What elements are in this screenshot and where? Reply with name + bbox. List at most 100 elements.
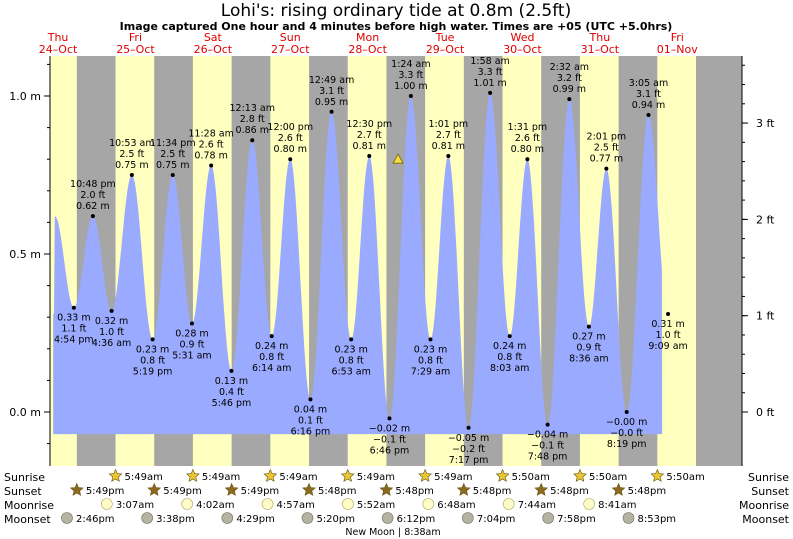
- extreme-time: 12:13 am: [230, 103, 275, 114]
- sunrise-icon: [573, 468, 587, 482]
- extreme-time: 7:29 am: [411, 366, 450, 377]
- moonset-icon: [221, 512, 234, 524]
- extreme-marker: [189, 321, 194, 326]
- tide-area: [53, 92, 663, 435]
- extreme-time: 2:32 am: [550, 62, 589, 73]
- day-date: 26–Oct: [194, 43, 233, 56]
- extreme-feet: 2.5 ft: [119, 149, 144, 160]
- day-date: 27–Oct: [271, 43, 310, 56]
- extreme-feet: 2.8 ft: [240, 114, 265, 125]
- day-date: 30–Oct: [503, 43, 542, 56]
- extreme-marker: [349, 337, 354, 342]
- extreme-time: 1:58 am: [470, 56, 509, 67]
- extreme-metres: 0.62 m: [76, 201, 109, 212]
- chart-subtitle: Image captured One hour and 4 minutes be…: [120, 20, 673, 33]
- extreme-marker: [229, 368, 234, 373]
- day-name: Tue: [435, 31, 455, 44]
- row-label-moonset-right: Moonset: [742, 513, 789, 526]
- extreme-feet: 3.3 ft: [398, 70, 423, 81]
- extreme-feet: 0.8 ft: [497, 352, 522, 363]
- moonrise-time: 8:41am: [598, 500, 636, 511]
- moonset-icon: [542, 512, 554, 524]
- sunset-time: 5:49pm: [86, 486, 125, 497]
- extreme-marker: [466, 425, 471, 430]
- extreme-time: 5:31 am: [172, 351, 211, 362]
- extreme-metres: 0.04 m: [294, 404, 327, 415]
- sunset-time: 5:49pm: [241, 486, 280, 497]
- day-name: Thu: [47, 31, 69, 44]
- moonrise-time: 6:48am: [437, 500, 475, 511]
- extreme-metres: 0.23 m: [334, 344, 367, 355]
- extreme-time: 8:03 am: [490, 363, 529, 374]
- extreme-feet: 2.5 ft: [160, 149, 185, 160]
- extreme-feet: 3.2 ft: [557, 73, 582, 84]
- extreme-metres: 0.24 m: [255, 341, 288, 352]
- extreme-marker: [646, 112, 651, 117]
- extreme-metres: 0.78 m: [194, 151, 227, 162]
- sunrise-icon: [340, 468, 355, 482]
- extreme-metres: 0.95 m: [315, 97, 348, 108]
- extreme-feet: 0.9 ft: [179, 340, 204, 351]
- moonrise-icon: [422, 498, 435, 510]
- extreme-marker: [408, 94, 413, 98]
- extreme-marker: [170, 173, 175, 177]
- sunrise-time: 5:49am: [202, 472, 240, 483]
- extreme-metres: −0.04 m: [527, 430, 568, 441]
- day-labels: Thu24–OctFri25–OctSat26–OctSun27–OctMon2…: [39, 31, 698, 56]
- extreme-metres: 0.33 m: [57, 313, 90, 324]
- extreme-metres: −0.00 m: [606, 417, 647, 428]
- moonset-icon: [622, 512, 635, 524]
- extreme-feet: −0.0 ft: [610, 428, 643, 439]
- sunrise-time: 5:50am: [512, 472, 550, 483]
- extreme-time: 10:53 am: [109, 138, 154, 149]
- extreme-feet: 2.6 ft: [199, 140, 224, 151]
- extreme-feet: 0.8 ft: [418, 355, 443, 366]
- moonset-icon: [462, 512, 474, 524]
- extreme-metres: 0.28 m: [175, 329, 208, 340]
- extreme-marker: [150, 337, 155, 342]
- row-label-moonset-left: Moonset: [4, 513, 51, 526]
- chart-title: Lohi's: rising ordinary tide at 0.8m (2.…: [221, 1, 571, 21]
- sunset-time: 5:48pm: [318, 486, 357, 497]
- extreme-time: 6:53 am: [331, 366, 370, 377]
- extreme-metres: −0.02 m: [369, 423, 410, 434]
- moonset-time: 5:20pm: [316, 514, 355, 525]
- sunrise-icon: [185, 468, 200, 482]
- extreme-metres: 0.80 m: [511, 144, 544, 155]
- extreme-time: 6:14 am: [252, 363, 291, 374]
- extreme-marker: [488, 90, 493, 95]
- extreme-feet: 0.8 ft: [339, 355, 364, 366]
- day-date: 28–Oct: [348, 43, 387, 56]
- left-tick-label: 1.0 m: [9, 90, 41, 103]
- extreme-feet: 0.1 ft: [298, 415, 323, 426]
- extreme-feet: 0.9 ft: [576, 343, 601, 354]
- new-moon-note: New Moon | 8:38am: [345, 527, 440, 538]
- extreme-marker: [446, 154, 451, 159]
- extreme-marker: [586, 324, 591, 329]
- extreme-metres: 0.23 m: [136, 344, 169, 355]
- moonset-icon: [61, 512, 73, 524]
- extreme-time: 1:24 am: [391, 59, 430, 70]
- extreme-marker: [90, 214, 95, 219]
- extreme-metres: 0.13 m: [215, 376, 248, 387]
- moonset-time: 7:58pm: [557, 514, 596, 525]
- extreme-feet: 0.4 ft: [219, 387, 244, 398]
- day-date: 31–Oct: [581, 43, 620, 56]
- right-tick-label: 0 ft: [756, 406, 775, 419]
- extreme-feet: 2.7 ft: [436, 130, 461, 141]
- extreme-time: 5:19 pm: [133, 366, 173, 377]
- extreme-marker: [329, 109, 334, 114]
- moonrise-time: 7:44am: [518, 500, 556, 511]
- extreme-time: 8:19 pm: [607, 439, 647, 450]
- extreme-marker: [507, 334, 512, 339]
- extreme-marker: [387, 416, 392, 421]
- extreme-feet: 3.1 ft: [636, 89, 661, 100]
- daylight-band: [657, 56, 697, 466]
- sunset-icon: [534, 482, 549, 496]
- sunset-time: 5:48pm: [628, 486, 667, 497]
- sunrise-time: 5:50am: [666, 472, 704, 483]
- sunrise-time: 5:50am: [589, 472, 627, 483]
- moonrise-icon: [181, 498, 193, 510]
- extreme-feet: −0.2 ft: [452, 444, 485, 455]
